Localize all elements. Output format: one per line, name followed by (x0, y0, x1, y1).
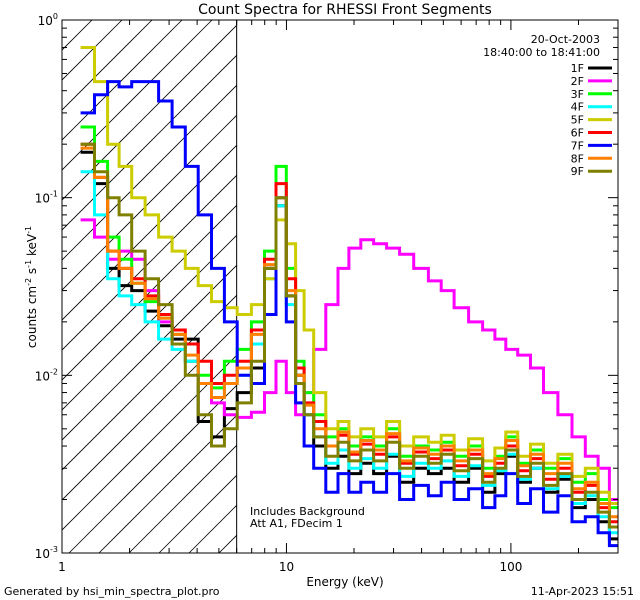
hatch-line (62, 294, 237, 471)
legend-label: 3F (571, 88, 584, 101)
date-label: 20-Oct-2003 (531, 33, 600, 46)
hatch-line (68, 384, 237, 553)
hatch-line (62, 20, 213, 171)
hatch-line (62, 204, 237, 381)
y-label-exp: -1 (24, 226, 33, 234)
legend-label: 7F (571, 139, 584, 152)
y-tick-label: 100 (38, 12, 58, 28)
footer-timestamp: 11-Apr-2023 15:51 (531, 585, 634, 598)
series-4f (80, 170, 618, 535)
legend-label: 9F (571, 165, 584, 178)
chart-title: Count Spectra for RHESSI Front Segments (198, 2, 492, 18)
y-label-exp: -2 (24, 278, 33, 286)
x-axis: 1 10 100 (58, 20, 619, 574)
y-tick-label: 10-2 (35, 367, 58, 383)
x-tick-label: 10 (279, 560, 294, 574)
y-label-part: s (25, 268, 39, 278)
legend-label: 4F (571, 101, 584, 114)
x-tick-label: 1 (58, 560, 66, 574)
y-axis-label: counts cm-2 s-1 keV-1 (24, 226, 39, 348)
series-7f (80, 80, 618, 548)
legend-label: 2F (571, 75, 584, 88)
legend-label: 6F (571, 127, 584, 140)
annotation-background: Includes Background (250, 505, 365, 518)
y-label-part: keV (25, 233, 39, 260)
plot-frame (61, 19, 619, 554)
y-tick-label: 10-3 (35, 545, 58, 561)
legend-label: 1F (571, 62, 584, 75)
y-label-part: counts cm (25, 286, 39, 348)
hatch-line (62, 324, 237, 501)
hatch-line (98, 414, 237, 553)
annotation-attenuator: Att A1, FDecim 1 (250, 517, 343, 530)
series-8f (80, 146, 618, 519)
legend-label: 5F (571, 114, 584, 127)
x-axis-label: Energy (keV) (306, 575, 383, 589)
hatch-line (62, 20, 153, 111)
hatch-line (62, 144, 237, 321)
hatch-line (128, 444, 237, 553)
hatch-line (62, 114, 237, 291)
hatch-line (62, 84, 237, 261)
y-axis: 10-3 10-2 10-1 100 (35, 12, 618, 561)
series-layer (80, 46, 618, 548)
series-9f (80, 142, 618, 529)
footer-generator: Generated by hsi_min_spectra_plot.pro (4, 585, 220, 598)
x-tick-label: 100 (499, 560, 522, 574)
hatched-region (62, 20, 237, 553)
y-tick-label: 10-1 (35, 190, 58, 206)
legend-label: 8F (571, 152, 584, 165)
hatch-line (62, 54, 237, 231)
series-6f (80, 142, 618, 524)
hatch-line (62, 234, 237, 411)
series-5f (80, 46, 618, 505)
hatch-line (62, 264, 237, 441)
time-range-label: 18:40:00 to 18:41:00 (483, 46, 600, 59)
hatch-line (62, 354, 237, 531)
hatch-line (62, 24, 237, 201)
y-label-exp: -1 (24, 260, 33, 268)
